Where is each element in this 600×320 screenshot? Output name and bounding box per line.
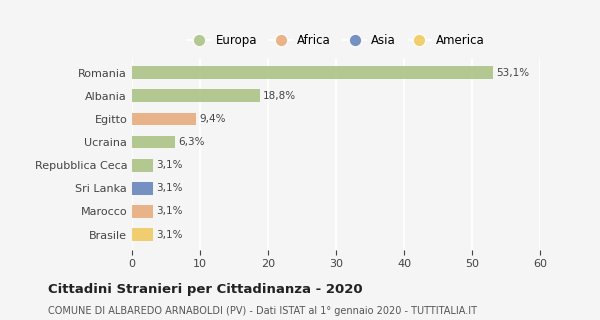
- Text: Cittadini Stranieri per Cittadinanza - 2020: Cittadini Stranieri per Cittadinanza - 2…: [48, 283, 362, 296]
- Text: 3,1%: 3,1%: [157, 229, 183, 239]
- Bar: [132, 182, 153, 195]
- Text: 9,4%: 9,4%: [199, 114, 226, 124]
- Bar: [132, 113, 196, 125]
- Text: 3,1%: 3,1%: [157, 160, 183, 170]
- Text: 3,1%: 3,1%: [157, 206, 183, 216]
- Bar: [132, 205, 153, 218]
- Text: COMUNE DI ALBAREDO ARNABOLDI (PV) - Dati ISTAT al 1° gennaio 2020 - TUTTITALIA.I: COMUNE DI ALBAREDO ARNABOLDI (PV) - Dati…: [48, 306, 477, 316]
- Text: 53,1%: 53,1%: [496, 68, 530, 78]
- Bar: [132, 66, 493, 79]
- Bar: [132, 159, 153, 172]
- Legend: Europa, Africa, Asia, America: Europa, Africa, Asia, America: [182, 29, 490, 52]
- Text: 18,8%: 18,8%: [263, 91, 296, 101]
- Bar: [132, 136, 175, 148]
- Text: 6,3%: 6,3%: [178, 137, 205, 147]
- Bar: [132, 228, 153, 241]
- Bar: [132, 90, 260, 102]
- Text: 3,1%: 3,1%: [157, 183, 183, 193]
